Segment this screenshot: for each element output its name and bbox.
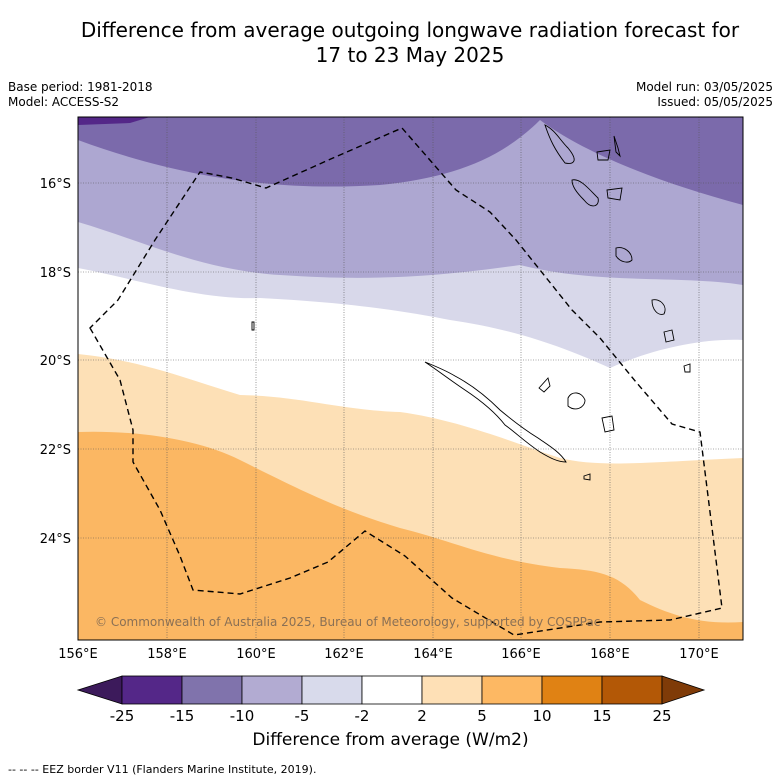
issued-date: Issued: 05/05/2025: [657, 95, 773, 109]
longitude-labels: 156°E 158°E 160°E 162°E 164°E 166°E 168°…: [58, 647, 719, 662]
lat-label-20s: 20°S: [40, 354, 71, 369]
cbar-tick-4: -5: [295, 707, 310, 725]
colorbar: [76, 675, 706, 705]
ambrym-island: [606, 187, 623, 201]
lon-label-168e: 168°E: [590, 647, 630, 662]
eez-legend-note: -- -- -- EEZ border V11 (Flanders Marine…: [8, 763, 317, 776]
base-period: Base period: 1981-2018: [8, 80, 153, 94]
colorbar-segment-2: [181, 675, 243, 705]
cbar-tick-5: -2: [355, 707, 370, 725]
tanna-island: [663, 329, 675, 343]
lon-label-164e: 164°E: [413, 647, 453, 662]
ambae-island: [596, 149, 611, 161]
colorbar-segment-1: [121, 675, 183, 705]
cbar-tick-1: -25: [110, 707, 135, 725]
maewo-island: [613, 135, 621, 158]
title-line-1: Difference from average outgoing longwav…: [80, 18, 740, 42]
eez-border: [89, 127, 723, 636]
ouvea-island: [538, 377, 551, 393]
cbar-tick-6: 2: [417, 707, 427, 725]
colorbar-segment-6: [421, 675, 483, 705]
band-5-to-10: [78, 431, 743, 640]
new-caledonia-island: [424, 361, 567, 463]
malekula-island: [571, 179, 599, 207]
title-line-2: 17 to 23 May 2025: [315, 43, 505, 67]
lifou-island: [567, 392, 586, 410]
cbar-tick-8: 10: [532, 707, 551, 725]
colorbar-segment-5: [361, 675, 423, 705]
colorbar-segment-8: [541, 675, 603, 705]
lon-label-156e: 156°E: [58, 647, 98, 662]
lat-label-18s: 18°S: [40, 266, 71, 281]
forecast-field: [78, 117, 743, 640]
latitude-labels: 16°S 18°S 20°S 22°S 24°S: [40, 177, 71, 547]
isle-of-pines: [583, 473, 591, 481]
chart-title: Difference from average outgoing longwav…: [0, 18, 781, 68]
lon-label-166e: 166°E: [501, 647, 541, 662]
lon-label-170e: 170°E: [679, 647, 719, 662]
lat-label-22s: 22°S: [40, 443, 71, 458]
model-run: Model run: 03/05/2025: [635, 80, 773, 94]
aneityum-island: [683, 363, 691, 373]
graticule: [78, 117, 743, 640]
lon-label-160e: 160°E: [236, 647, 276, 662]
espiritu-santo-island: [544, 124, 575, 164]
colorbar-low-extension: [76, 675, 123, 705]
band-minus25-to-minus15: [78, 117, 150, 125]
colorbar-title: Difference from average (W/m2): [252, 730, 529, 750]
cbar-tick-7: 5: [477, 707, 487, 725]
chesterfield-reef: [251, 321, 255, 331]
efate-island: [615, 247, 633, 263]
colorbar-segment-3: [241, 675, 303, 705]
lon-label-158e: 158°E: [147, 647, 187, 662]
mare-island: [601, 415, 615, 433]
cbar-tick-2: -15: [170, 707, 195, 725]
model-name: Model: ACCESS-S2: [8, 95, 120, 109]
colorbar-segment-4: [301, 675, 363, 705]
map-frame: [77, 116, 744, 641]
colorbar-high-extension: [661, 675, 706, 705]
lat-label-16s: 16°S: [40, 177, 71, 192]
metadata-left: Base period: 1981-2018 Model: ACCESS-S2: [8, 80, 153, 110]
copyright-notice: © Commonwealth of Australia 2025, Bureau…: [95, 615, 600, 629]
colorbar-ticks: -25 -15 -10 -5 -2 2 5 10 15 25: [110, 707, 672, 725]
erromango-island: [651, 299, 666, 315]
cbar-tick-10: 25: [652, 707, 671, 725]
metadata-right: Model run: 03/05/2025 Issued: 05/05/2025: [636, 80, 773, 110]
cbar-tick-9: 15: [592, 707, 611, 725]
colorbar-segment-7: [481, 675, 543, 705]
cbar-tick-3: -10: [230, 707, 255, 725]
coastlines: [251, 124, 691, 481]
lon-label-162e: 162°E: [324, 647, 364, 662]
colorbar-segment-9: [601, 675, 663, 705]
lat-label-24s: 24°S: [40, 532, 71, 547]
